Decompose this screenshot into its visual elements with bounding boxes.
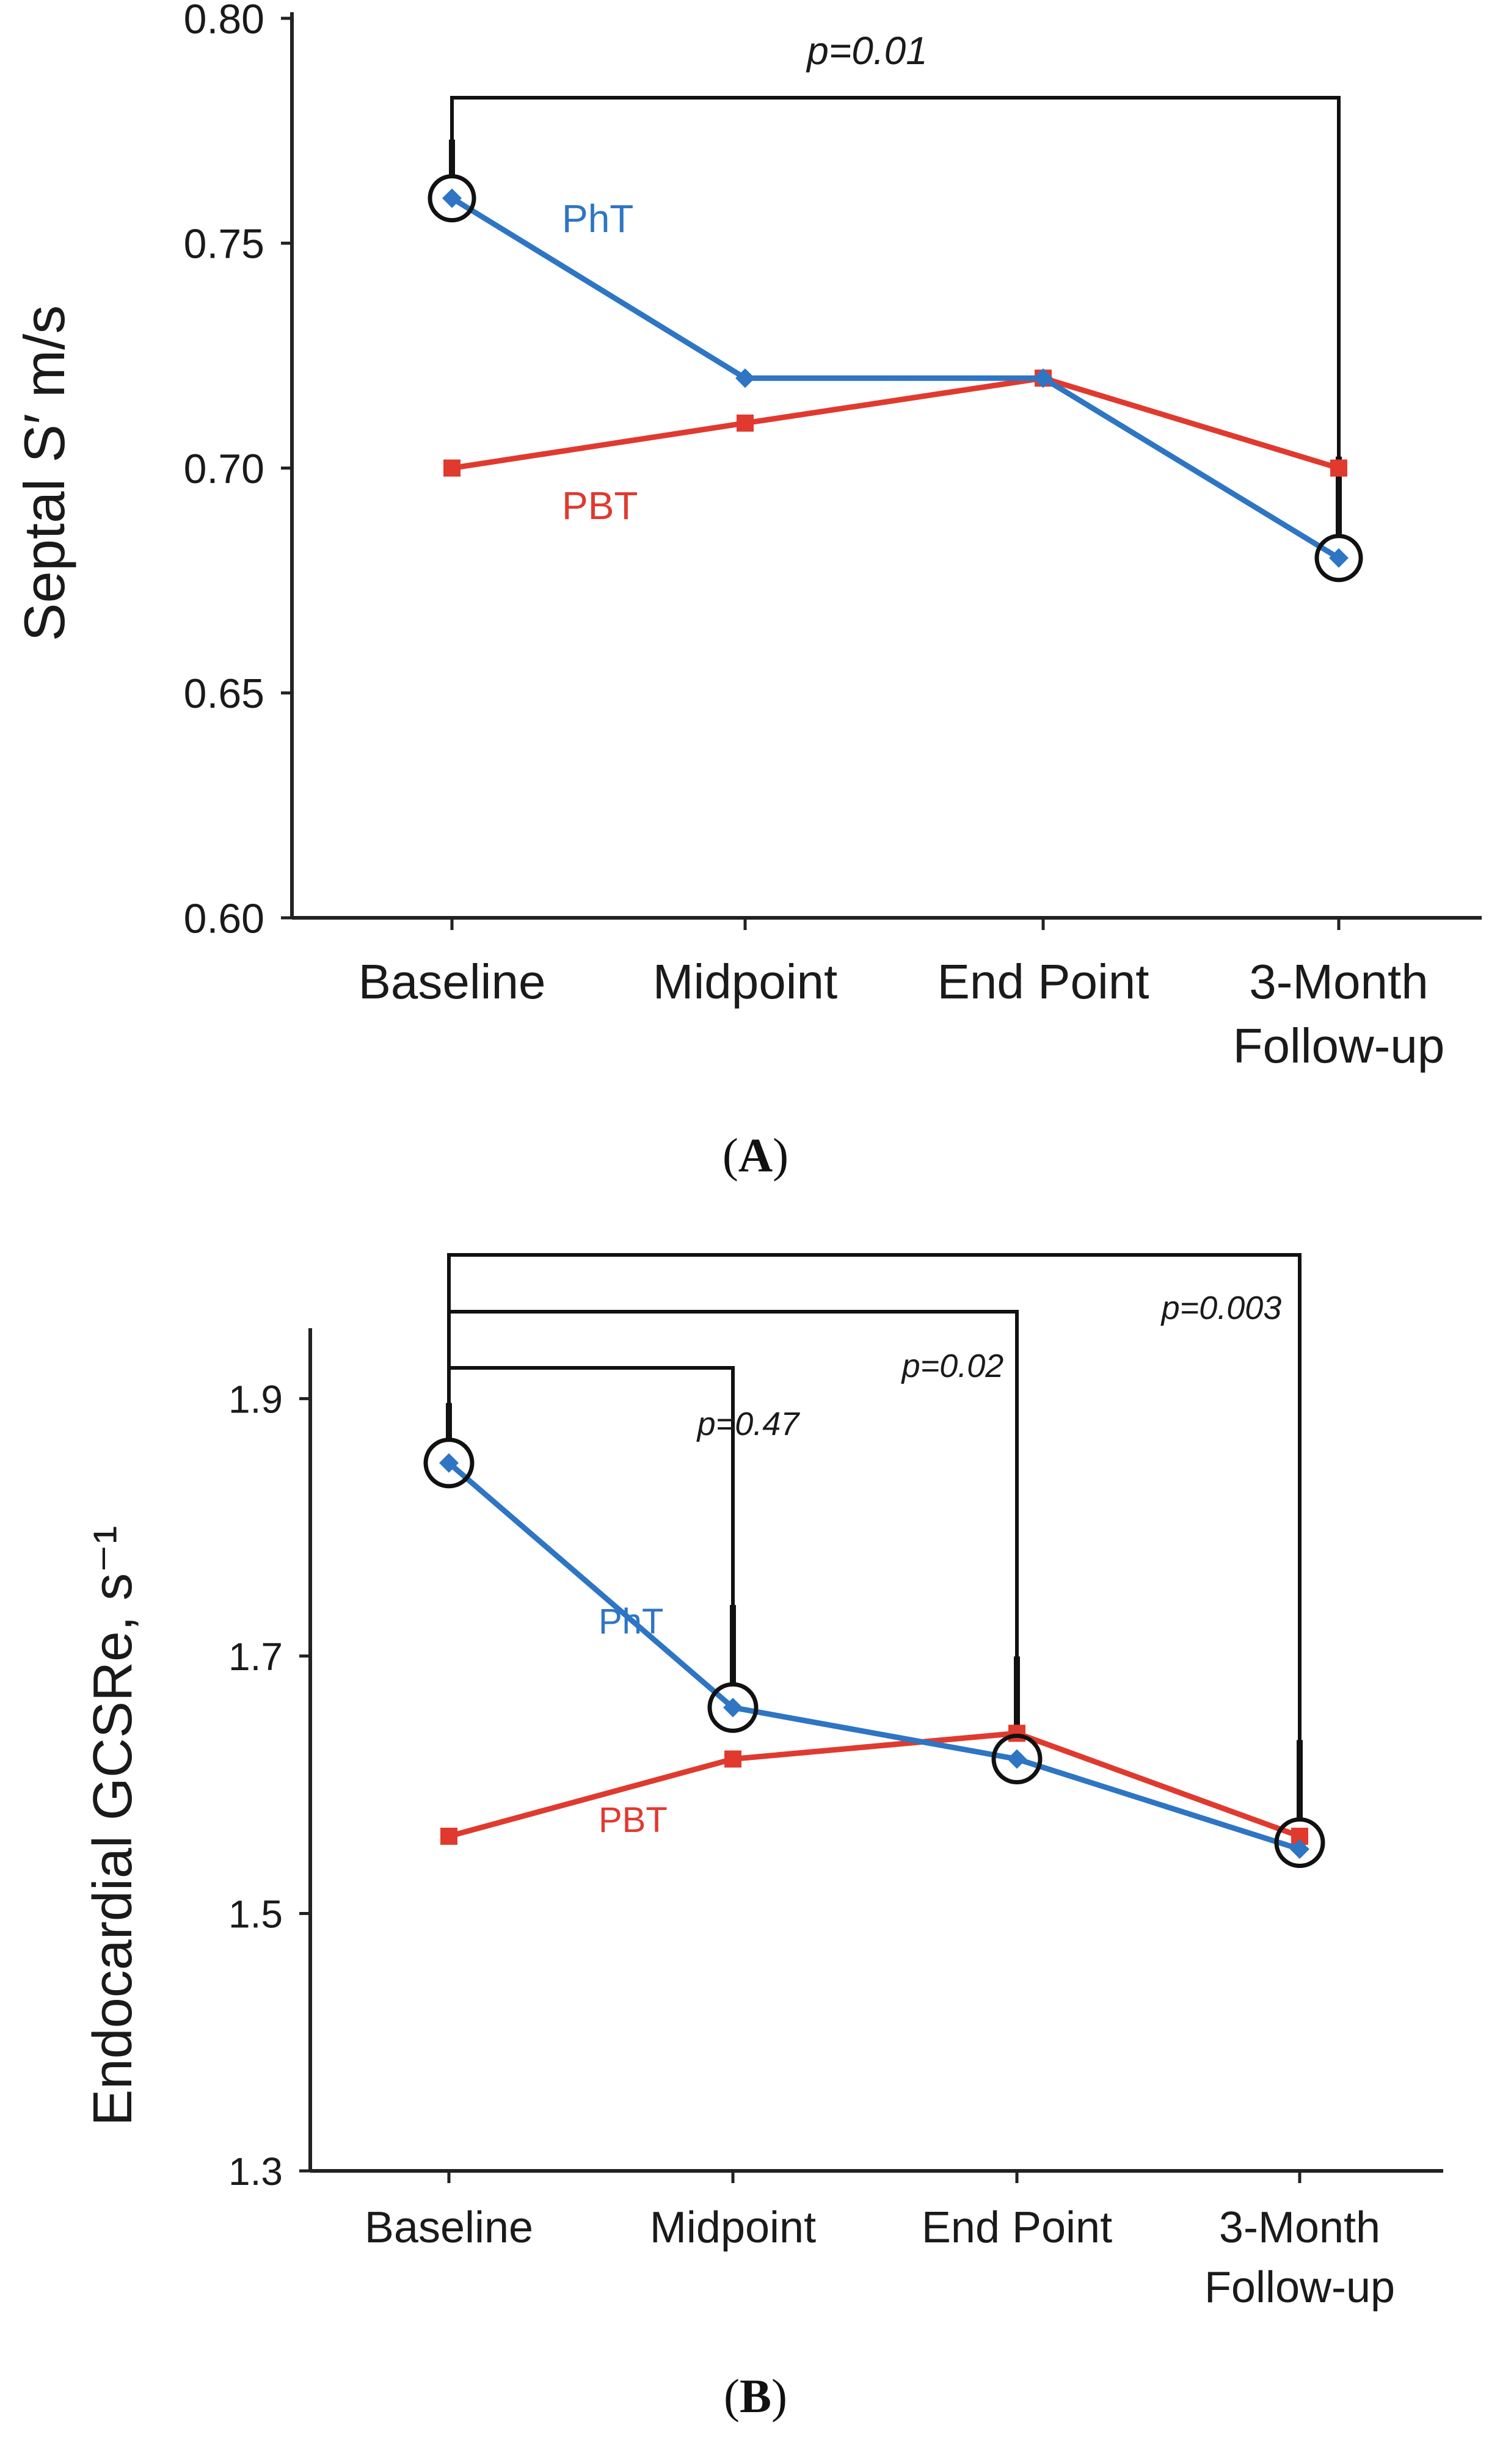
panel-label: (A) [723,1128,788,1182]
chart-panel-b: 1.3 1.5 1.7 1.9 Baseline Midpoint End Point 3-M… [82,1253,1443,2422]
data-point-pht [1290,1839,1309,1859]
p-value-label: p=0.02 [901,1348,1004,1384]
p-value-label: p=0.47 [696,1406,801,1442]
y-tick-label: 1.9 [228,1377,283,1421]
data-point-pbt [1008,1724,1025,1742]
significance-bracket [450,96,1341,536]
y-tick-label: 0.75 [184,221,264,267]
y-tick-label: 1.7 [228,1635,283,1679]
highlight-circle [428,174,476,223]
data-point-pbt [724,1750,741,1768]
x-tick-label: End Point [922,2203,1112,2252]
highlight-circle [707,1682,759,1733]
significance-bracket [447,1253,1302,1820]
series-label-pht: PhT [562,197,633,241]
y-tick-label: 1.3 [228,2150,283,2193]
panel-label: (B) [724,2369,787,2422]
x-tick-label: 3-Month Follow-up [1204,2203,1395,2312]
data-point-pht [442,188,462,208]
y-tick-label: 1.5 [228,1892,283,1936]
x-tick-label: Baseline [359,954,546,1009]
series-label-pht: PhT [599,1602,663,1641]
data-point-pht [1033,368,1053,388]
highlight-circle [991,1734,1043,1785]
series-line-pht [450,195,1341,561]
y-tick-label: 0.70 [184,446,264,492]
x-tick-label: 3-Month Follow-up [1233,954,1445,1073]
highlight-circle [1314,534,1363,583]
data-point-pbt [440,1828,457,1845]
x-tick-label: End Point [938,954,1149,1009]
data-point-pht [1329,548,1349,568]
series-line-pbt [448,1730,1301,1839]
data-point-pbt [1330,459,1347,477]
data-point-pht [439,1453,459,1473]
data-point-pbt [443,459,461,477]
series-line-pht [447,1461,1301,1852]
series-label-pbt: PBT [599,1800,668,1840]
x-tick-label: Midpoint [650,2203,816,2252]
data-point-pbt [737,414,754,432]
data-point-pht [723,1698,743,1718]
chart-panel-a: 0.60 0.65 0.70 0.75 0.80 Baseline Midpoint End … [12,0,1482,1182]
data-point-pht [735,368,755,388]
series-line-pbt [451,375,1340,471]
y-tick-label: 0.65 [184,671,264,717]
highlight-circle [423,1437,475,1489]
p-value-label: p=0.01 [806,29,928,73]
x-tick-label: Midpoint [653,954,837,1009]
data-point-pht [1007,1749,1027,1769]
y-axis-label: Septal S′ m/s [12,305,76,642]
x-tick-label: Baseline [365,2203,533,2252]
y-tick-label: 0.80 [184,0,264,42]
y-axis-label: Endocardial GCSRe, s⁻¹ [82,1526,144,2126]
p-value-label: p=0.003 [1160,1290,1282,1326]
y-tick-label: 0.60 [184,895,264,942]
highlight-circle [1274,1817,1325,1869]
series-label-pbt: PBT [562,484,638,528]
significance-bracket [447,1366,735,1685]
